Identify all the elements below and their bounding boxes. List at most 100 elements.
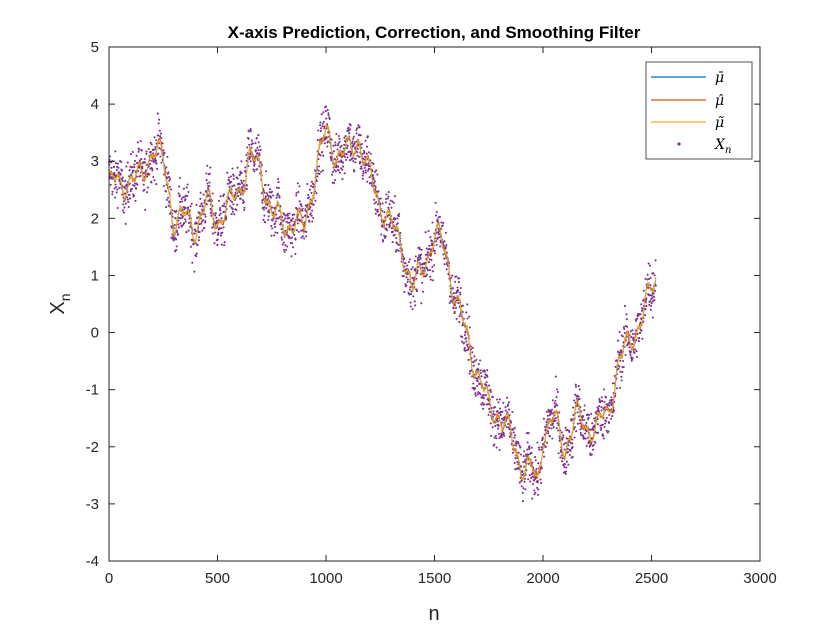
data-point <box>195 255 198 258</box>
data-point <box>385 201 388 204</box>
data-point <box>484 376 487 379</box>
data-point <box>319 130 322 133</box>
data-point <box>493 436 496 439</box>
data-point <box>567 463 570 466</box>
data-point <box>358 155 361 158</box>
data-point <box>189 245 193 248</box>
data-point <box>230 180 233 183</box>
data-point <box>408 288 411 291</box>
data-point <box>196 244 199 247</box>
data-point <box>510 421 513 424</box>
data-point <box>444 231 448 234</box>
data-point <box>326 109 329 112</box>
data-point <box>109 183 112 186</box>
data-point <box>491 426 494 429</box>
data-point <box>495 437 498 440</box>
data-point <box>568 430 571 433</box>
data-point <box>388 203 391 206</box>
data-point <box>121 176 124 179</box>
data-point <box>238 183 241 186</box>
data-point <box>332 150 336 153</box>
data-point <box>179 213 183 216</box>
data-point <box>582 418 586 422</box>
data-point <box>206 182 209 185</box>
data-point <box>183 208 186 211</box>
data-point <box>452 306 455 309</box>
data-point <box>143 188 146 191</box>
data-point <box>433 249 436 252</box>
data-point <box>175 248 178 252</box>
data-point <box>515 442 518 445</box>
data-point <box>508 435 511 438</box>
data-point <box>617 367 620 371</box>
y-tick-label: 0 <box>91 325 99 342</box>
x-tick-label: 2500 <box>635 570 668 587</box>
data-point <box>323 125 326 128</box>
data-point <box>165 198 168 201</box>
data-point <box>185 231 188 234</box>
data-point <box>165 206 168 209</box>
data-point <box>150 143 153 146</box>
data-point <box>208 185 211 188</box>
data-point <box>530 451 533 454</box>
data-point <box>431 265 434 269</box>
data-point <box>468 315 471 318</box>
data-point <box>208 172 211 175</box>
data-point <box>457 277 461 280</box>
data-point <box>406 278 410 281</box>
data-point <box>320 113 323 116</box>
data-point <box>216 238 219 241</box>
data-point <box>647 262 650 265</box>
data-point <box>319 124 322 127</box>
data-point <box>456 290 459 293</box>
data-point <box>216 219 219 222</box>
data-point <box>376 208 379 211</box>
data-point <box>222 226 225 229</box>
data-point <box>513 426 516 429</box>
data-point <box>300 229 303 232</box>
data-point <box>602 435 605 438</box>
data-point <box>348 132 351 135</box>
y-tick-label: 1 <box>91 267 99 284</box>
data-point <box>346 156 349 159</box>
data-point <box>193 228 196 231</box>
data-point <box>652 295 655 298</box>
data-point <box>203 213 206 216</box>
data-point <box>345 147 349 150</box>
data-point <box>491 396 494 399</box>
data-point <box>246 146 249 149</box>
data-point <box>134 199 137 202</box>
data-point <box>201 205 204 208</box>
data-point <box>426 251 429 254</box>
data-point <box>496 398 499 401</box>
data-point <box>431 279 435 282</box>
data-point <box>470 348 473 351</box>
data-point <box>372 181 376 184</box>
data-point <box>113 172 116 175</box>
data-point <box>438 236 441 239</box>
data-point <box>340 156 343 159</box>
axis-ticks: 0 500 1000 1500 2000 2500 3000 -4 -3 -2 -1 0 1 2 3 4 5 <box>86 39 777 587</box>
data-point <box>469 345 473 348</box>
data-point <box>431 270 434 273</box>
data-point <box>331 170 334 174</box>
data-point <box>558 411 561 414</box>
data-point <box>647 286 650 289</box>
data-point <box>623 305 627 308</box>
data-point <box>311 209 314 212</box>
data-point <box>630 359 633 362</box>
data-point <box>426 267 429 270</box>
data-point <box>644 308 647 311</box>
data-point <box>175 238 178 241</box>
data-point <box>482 407 485 410</box>
data-point <box>288 235 291 238</box>
data-point <box>635 319 638 322</box>
data-point <box>283 213 286 216</box>
data-point <box>499 410 502 413</box>
data-point <box>126 196 129 199</box>
data-point <box>240 179 243 182</box>
data-point <box>632 336 635 339</box>
data-point <box>578 397 581 400</box>
data-point <box>577 385 580 388</box>
data-point <box>376 210 379 213</box>
